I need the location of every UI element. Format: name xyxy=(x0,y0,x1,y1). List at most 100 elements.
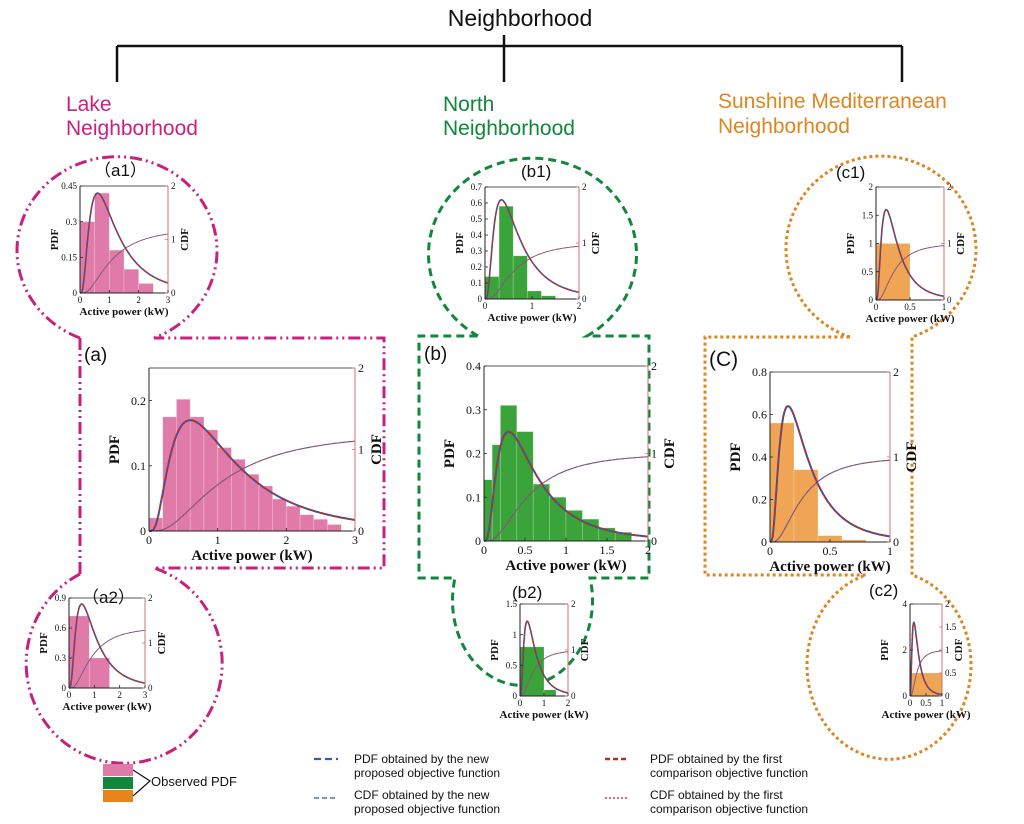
legend-swatch-sunshine xyxy=(103,790,133,802)
y2-tick-label: 0 xyxy=(947,295,952,305)
y-tick-label: 0.3 xyxy=(471,246,483,256)
y-axis-label: PDF xyxy=(454,232,466,254)
y-tick-label: 0 xyxy=(869,295,874,305)
histogram-bar xyxy=(109,249,125,294)
y2-tick-label: 2 xyxy=(571,599,576,609)
x-tick-label: 1.5 xyxy=(600,543,615,557)
y-tick-label: 0.4 xyxy=(466,359,481,373)
y-tick-label: 0.1 xyxy=(131,459,146,473)
y-tick-label: 0.15 xyxy=(61,252,77,262)
y2-tick-label: 1 xyxy=(582,238,587,248)
y-tick-label: 0.3 xyxy=(55,653,67,663)
y-tick-label: 0.2 xyxy=(131,394,146,408)
x-tick-label: 3 xyxy=(143,690,148,700)
y2-tick-label: 0 xyxy=(358,524,364,538)
x-tick-label: 1 xyxy=(563,543,569,557)
y-tick-label: 0.6 xyxy=(55,623,67,633)
y2-tick-label: 2 xyxy=(947,182,952,192)
pdf-curve-new xyxy=(483,430,649,542)
y2-tick-label: 0 xyxy=(171,288,176,298)
histogram-bar xyxy=(123,268,139,294)
group-name-line1: Lake xyxy=(66,93,112,116)
panel-label-b1: (b1) xyxy=(521,162,551,181)
root-title: Neighborhood xyxy=(448,5,593,31)
legend-text: proposed objective function xyxy=(354,802,500,816)
sunshine-outline xyxy=(703,154,978,761)
y2-tick-label: 1 xyxy=(148,638,153,648)
legend-text: CDF obtained by the new xyxy=(354,788,490,802)
histogram-bar xyxy=(498,205,514,300)
histogram-bar xyxy=(217,447,232,532)
group-name-line2: Neighborhood xyxy=(718,115,850,138)
x-tick-label: 1 xyxy=(215,533,221,547)
x-tick-label: 3 xyxy=(352,533,358,547)
y2-axis-label: CDF xyxy=(904,442,920,473)
y2-tick-label: 0 xyxy=(893,535,899,549)
y-tick-label: 0.4 xyxy=(752,450,767,464)
y-axis-label: PDF xyxy=(489,639,501,661)
y-tick-label: 2 xyxy=(903,645,908,655)
histogram-bar xyxy=(138,283,154,294)
x-tick-label: 0 xyxy=(481,543,487,557)
y-tick-label: 0.2 xyxy=(752,493,767,507)
x-axis-label: Active power (kW) xyxy=(191,548,312,564)
cdf-curve-comparison xyxy=(69,629,146,689)
y2-tick-label: 1 xyxy=(651,447,657,461)
panel-label-b: (b) xyxy=(424,344,447,365)
group-name-sunshine: Sunshine Mediterranean Neighborhood xyxy=(718,90,947,138)
y2-axis-label: CDF xyxy=(662,438,678,469)
cdf-curve-new xyxy=(520,651,569,697)
y2-axis-label: CDF xyxy=(590,231,602,254)
x-tick-label: 2 xyxy=(136,295,141,305)
cdf-curve-new xyxy=(910,650,942,697)
panel-label-c2: (c2) xyxy=(869,581,898,600)
y2-axis-label: CDF xyxy=(953,638,965,661)
y-axis-label: PDF xyxy=(728,442,744,471)
y2-tick-label: 2 xyxy=(582,182,587,192)
y-tick-label: 0.7 xyxy=(471,182,483,192)
y2-tick-label: 2 xyxy=(893,365,899,379)
legend-text: proposed objective function xyxy=(354,766,500,780)
y-tick-label: 0.8 xyxy=(752,365,767,379)
cdf-curve-new xyxy=(149,440,356,532)
legend-observed-label: Observed PDF xyxy=(151,774,237,789)
group-name-line1: Sunshine Mediterranean xyxy=(718,90,947,113)
x-tick-label: 2 xyxy=(577,301,582,311)
x-axis-label: Active power (kW) xyxy=(80,306,169,318)
histogram-bar xyxy=(162,416,177,532)
histogram-bar xyxy=(327,524,342,532)
y2-axis-label: CDF xyxy=(369,434,385,465)
y2-tick-label: 0 xyxy=(651,534,657,548)
panel-label-a: (a) xyxy=(84,345,107,366)
y-tick-label: 0 xyxy=(73,288,78,298)
y-tick-label: 0.9 xyxy=(55,593,67,603)
histogram-bar xyxy=(875,243,911,301)
y2-tick-label: 2 xyxy=(148,593,153,603)
y2-tick-label: 2 xyxy=(171,181,176,191)
y2-axis-label: CDF xyxy=(955,232,967,255)
panel-labels: （a1） (a) （a2） (b1) (b) (b2) (c1) (C) (c2… xyxy=(82,161,898,607)
y-tick-label: 0.5 xyxy=(471,214,483,224)
x-tick-label: 0.5 xyxy=(518,543,533,557)
panel-label-c: (C) xyxy=(709,348,738,371)
y2-axis-label: CDF xyxy=(579,638,591,661)
x-axis-label: Active power (kW) xyxy=(866,313,955,325)
x-tick-label: 1 xyxy=(92,690,97,700)
x-tick-label: 1 xyxy=(887,544,893,558)
pdf-curve-new xyxy=(875,209,945,301)
legend-text: CDF obtained by the first xyxy=(650,788,783,802)
y-tick-label: 0 xyxy=(475,534,481,548)
pdf-curve-new xyxy=(68,603,146,689)
panel-label-c1: (c1) xyxy=(836,163,865,182)
y2-axis-label: CDF xyxy=(179,228,191,251)
y2-tick-label: 0 xyxy=(945,691,950,701)
x-tick-label: 0.5 xyxy=(823,544,838,558)
cdf-curve-new xyxy=(485,245,580,300)
pdf-curve-new xyxy=(79,192,169,294)
y-tick-label: 0 xyxy=(513,691,518,701)
